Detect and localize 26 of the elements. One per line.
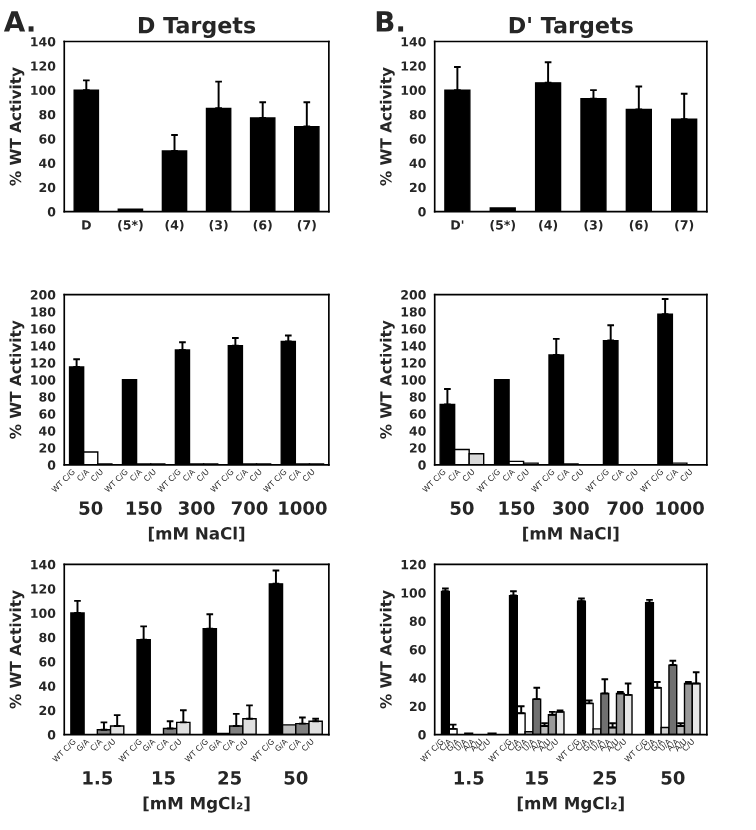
x-tick-label: 50 [450, 501, 474, 515]
x-tick-label: 150 [499, 501, 535, 515]
x-tick-label: 25 [593, 770, 617, 785]
x-tick-label: 1.5 [83, 771, 113, 785]
x-tick-label: 50 [661, 770, 685, 785]
x-tick-label: 300 [178, 501, 215, 515]
x-axis-title: [mM NaCl] [523, 526, 619, 542]
x-tick-label: 15 [152, 771, 175, 785]
text: A. [3, 11, 34, 32]
x-tick-label: 150 [126, 501, 162, 515]
x-tick-label: 25 [218, 770, 241, 785]
text: B. [376, 11, 404, 32]
x-axis-title: [mM MgCl₂] [517, 796, 624, 813]
x-axis-title: [mM NaCl] [148, 526, 245, 542]
x-tick-label: 1.5 [454, 771, 484, 785]
x-tick-label: 1000 [279, 501, 327, 515]
x-tick-label: 300 [553, 501, 589, 515]
chart-title: D Targets [138, 16, 256, 38]
x-tick-label: 1000 [656, 501, 704, 515]
chart-title: D' Targets [509, 16, 633, 38]
x-tick-label: 50 [284, 770, 308, 785]
x-tick-label: 700 [607, 501, 644, 515]
x-tick-label: 700 [231, 501, 268, 515]
x-axis-title: [mM MgCl₂] [143, 796, 250, 813]
x-tick-label: 50 [79, 501, 103, 515]
x-tick-label: 15 [526, 771, 549, 785]
